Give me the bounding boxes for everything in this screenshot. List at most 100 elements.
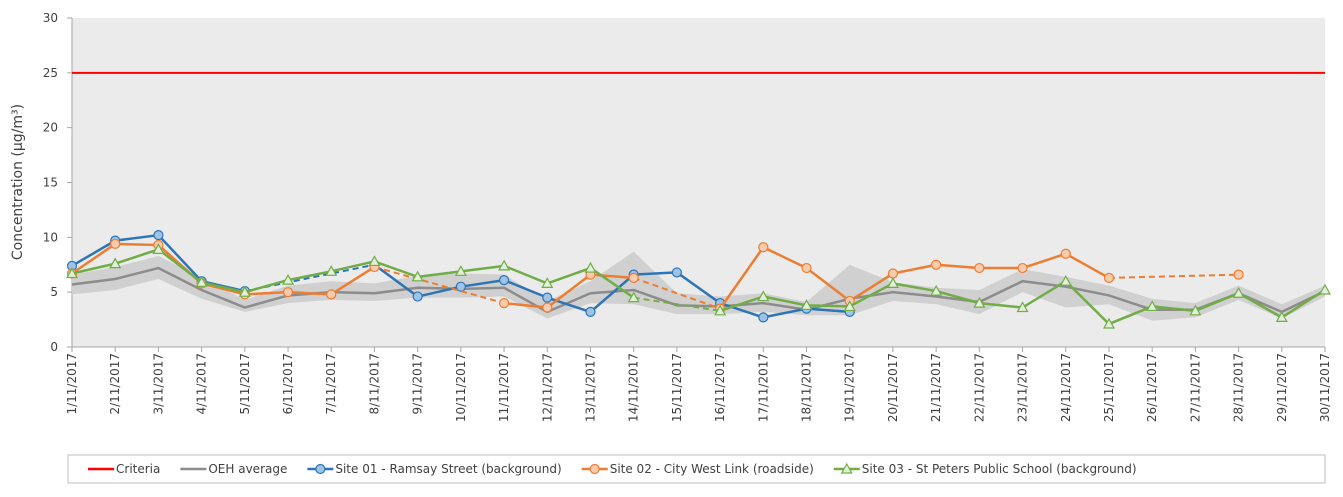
interpolated-line bbox=[374, 265, 505, 305]
marker bbox=[974, 262, 985, 274]
marker bbox=[541, 277, 554, 288]
y-axis-label: Concentration (µg/m³) bbox=[10, 104, 26, 260]
x-tick-label: 26/11/2017 bbox=[1145, 353, 1159, 422]
marker bbox=[757, 290, 770, 302]
marker bbox=[153, 230, 164, 241]
marker bbox=[326, 289, 337, 300]
legend-label: OEH average bbox=[208, 462, 287, 476]
marker bbox=[801, 262, 812, 274]
marker bbox=[454, 265, 467, 276]
interpolated-line bbox=[1108, 273, 1239, 279]
marker bbox=[840, 462, 853, 474]
y-tick-label: 15 bbox=[43, 176, 58, 190]
marker bbox=[758, 242, 769, 253]
marker bbox=[152, 243, 165, 254]
x-tick-label: 4/11/2017 bbox=[195, 353, 209, 415]
marker bbox=[368, 255, 381, 267]
x-tick-label: 29/11/2017 bbox=[1275, 353, 1289, 422]
marker bbox=[542, 292, 553, 303]
marker bbox=[455, 281, 466, 292]
marker bbox=[282, 287, 294, 298]
x-tick-label: 11/11/2017 bbox=[497, 353, 511, 422]
marker bbox=[1189, 304, 1202, 316]
marker bbox=[498, 259, 511, 271]
marker bbox=[1146, 300, 1159, 312]
y-tick-label: 0 bbox=[50, 340, 58, 354]
x-tick-label: 12/11/2017 bbox=[540, 353, 554, 422]
x-tick-label: 3/11/2017 bbox=[151, 353, 165, 415]
marker bbox=[1059, 274, 1072, 286]
legend-label: Site 02 - City West Link (roadside) bbox=[610, 462, 814, 476]
marker bbox=[65, 267, 79, 279]
x-tick-label: 6/11/2017 bbox=[281, 353, 295, 415]
y-tick-label: 30 bbox=[43, 11, 58, 25]
marker bbox=[238, 285, 251, 297]
x-tick-label: 14/11/2017 bbox=[627, 353, 641, 422]
marker bbox=[411, 270, 424, 282]
x-tick-label: 25/11/2017 bbox=[1102, 353, 1116, 422]
marker bbox=[195, 276, 208, 287]
interpolated-line bbox=[633, 296, 721, 312]
marker bbox=[758, 312, 769, 323]
x-tick-label: 22/11/2017 bbox=[972, 353, 986, 422]
marker bbox=[110, 238, 121, 250]
x-tick-label: 20/11/2017 bbox=[886, 353, 900, 422]
marker bbox=[628, 272, 639, 284]
marker bbox=[585, 306, 596, 318]
marker bbox=[800, 299, 813, 310]
marker bbox=[282, 273, 295, 285]
series-line bbox=[71, 266, 1326, 314]
x-tick-label: 2/11/2017 bbox=[108, 353, 122, 415]
x-tick-label: 15/11/2017 bbox=[670, 353, 684, 422]
x-tick-label: 30/11/2017 bbox=[1318, 353, 1332, 422]
marker bbox=[315, 463, 326, 475]
x-tick-label: 18/11/2017 bbox=[800, 353, 814, 422]
legend-label: Site 01 - Ramsay Street (background) bbox=[335, 462, 561, 476]
marker bbox=[1232, 287, 1245, 298]
marker bbox=[1016, 301, 1029, 313]
marker bbox=[412, 291, 423, 302]
x-tick-label: 17/11/2017 bbox=[756, 353, 770, 422]
series-line bbox=[719, 245, 1110, 310]
series-line bbox=[503, 273, 634, 309]
marker bbox=[1275, 311, 1288, 322]
marker bbox=[931, 259, 942, 270]
series-line bbox=[71, 248, 635, 299]
x-tick-label: 21/11/2017 bbox=[929, 353, 943, 422]
marker bbox=[1102, 317, 1115, 329]
marker bbox=[1318, 283, 1332, 295]
marker bbox=[627, 291, 640, 303]
x-tick-label: 27/11/2017 bbox=[1188, 353, 1202, 422]
x-tick-label: 5/11/2017 bbox=[238, 353, 252, 415]
series-line bbox=[71, 242, 376, 296]
y-tick-label: 5 bbox=[50, 285, 58, 299]
y-tick-label: 20 bbox=[43, 121, 58, 135]
marker bbox=[584, 261, 597, 273]
marker bbox=[498, 275, 510, 286]
interpolated-line bbox=[633, 276, 721, 310]
marker bbox=[589, 463, 600, 475]
x-tick-label: 8/11/2017 bbox=[367, 353, 381, 415]
marker bbox=[671, 267, 682, 278]
y-tick-label: 25 bbox=[43, 66, 58, 80]
marker bbox=[1060, 248, 1071, 259]
marker bbox=[498, 298, 510, 309]
marker bbox=[109, 257, 122, 269]
legend-label: Site 03 - St Peters Public School (backg… bbox=[862, 462, 1137, 476]
x-tick-label: 23/11/2017 bbox=[1016, 353, 1030, 422]
marker bbox=[714, 304, 727, 316]
legend-box bbox=[67, 454, 1326, 484]
marker bbox=[887, 268, 899, 279]
marker bbox=[930, 284, 943, 296]
x-tick-label: 7/11/2017 bbox=[324, 353, 338, 415]
x-tick-label: 9/11/2017 bbox=[411, 353, 425, 415]
marker bbox=[1103, 272, 1115, 284]
marker bbox=[973, 296, 986, 308]
x-tick-label: 10/11/2017 bbox=[454, 353, 468, 422]
marker bbox=[1017, 262, 1028, 274]
x-tick-label: 24/11/2017 bbox=[1059, 353, 1073, 422]
marker bbox=[542, 302, 553, 313]
x-tick-label: 13/11/2017 bbox=[583, 353, 597, 422]
x-tick-label: 16/11/2017 bbox=[713, 353, 727, 422]
